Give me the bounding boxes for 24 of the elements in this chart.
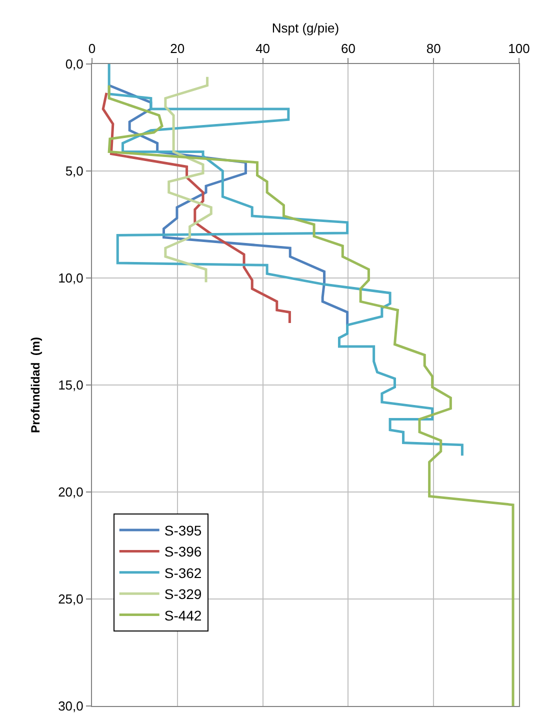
x-axis-title: Nspt (g/pie) (272, 20, 340, 36)
y-tick-label: 10,0 (58, 270, 84, 286)
y-axis-title: Profundidad (m) (28, 337, 42, 433)
x-tick-label: 100 (508, 40, 530, 56)
legend-label: S-362 (164, 564, 202, 581)
x-tick-label: 20 (170, 40, 185, 56)
x-tick-label: 0 (88, 40, 96, 56)
y-tick-label: 5,0 (65, 164, 84, 179)
y-tick-label: 25,0 (58, 592, 84, 607)
legend-label: S-329 (164, 586, 202, 602)
legend-label: S-442 (164, 607, 202, 624)
x-tick-label: 80 (426, 40, 441, 56)
legend-label: S-396 (164, 544, 202, 560)
x-tick-label: 40 (256, 40, 270, 56)
line-series (164, 76, 212, 284)
line-series (102, 92, 291, 324)
y-tick-label: 20,0 (58, 484, 84, 500)
y-tick-label: 30,0 (58, 698, 84, 714)
legend-label: S-395 (164, 522, 202, 538)
x-tick-label: 60 (340, 40, 356, 56)
y-tick-label: 15,0 (58, 378, 84, 393)
line-series (108, 84, 514, 706)
y-tick-label: 0,0 (65, 56, 84, 72)
line-series (108, 64, 464, 457)
